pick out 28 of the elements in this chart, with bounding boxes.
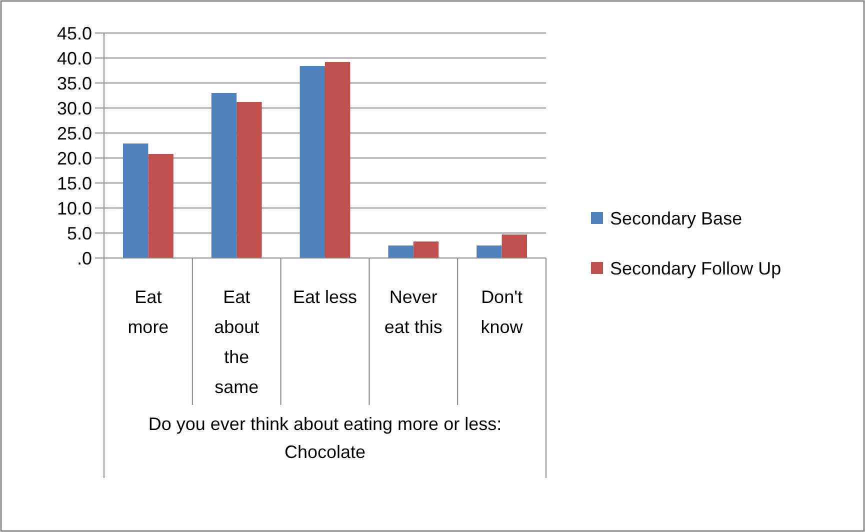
legend-label: Secondary Base: [610, 208, 742, 228]
bar: [502, 234, 527, 258]
y-tick-label: 40.0: [56, 48, 92, 68]
bar: [476, 246, 502, 258]
bar: [413, 242, 439, 258]
bar: [236, 102, 262, 258]
y-tick-label: 35.0: [56, 73, 92, 94]
bar: [148, 154, 174, 258]
y-tick-label: 25.0: [56, 123, 92, 144]
y-tick-label: 10.0: [56, 198, 92, 218]
bar: [388, 246, 414, 258]
y-tick-label: .0: [76, 248, 92, 268]
x-tick-label: Never eat this: [384, 287, 442, 337]
y-tick-label: 30.0: [56, 98, 92, 118]
legend-label: Secondary Follow Up: [610, 258, 782, 278]
x-tick-label: Don't know: [480, 287, 524, 337]
x-tick-label: Eat about the same: [214, 287, 260, 397]
x-tick-label: Eat more: [128, 287, 169, 337]
x-tick-label: Eat less: [292, 287, 358, 307]
bar: [123, 144, 148, 258]
bar: [300, 66, 325, 258]
x-axis-title: Do you ever think about eating more or less: Chocolate: [148, 414, 502, 462]
bar: [325, 62, 350, 258]
y-tick-label: 45.0: [56, 23, 92, 44]
bar: [211, 93, 237, 258]
y-tick-label: 15.0: [56, 173, 92, 194]
y-tick-label: 20.0: [56, 148, 92, 168]
y-tick-label: 5.0: [66, 223, 92, 244]
